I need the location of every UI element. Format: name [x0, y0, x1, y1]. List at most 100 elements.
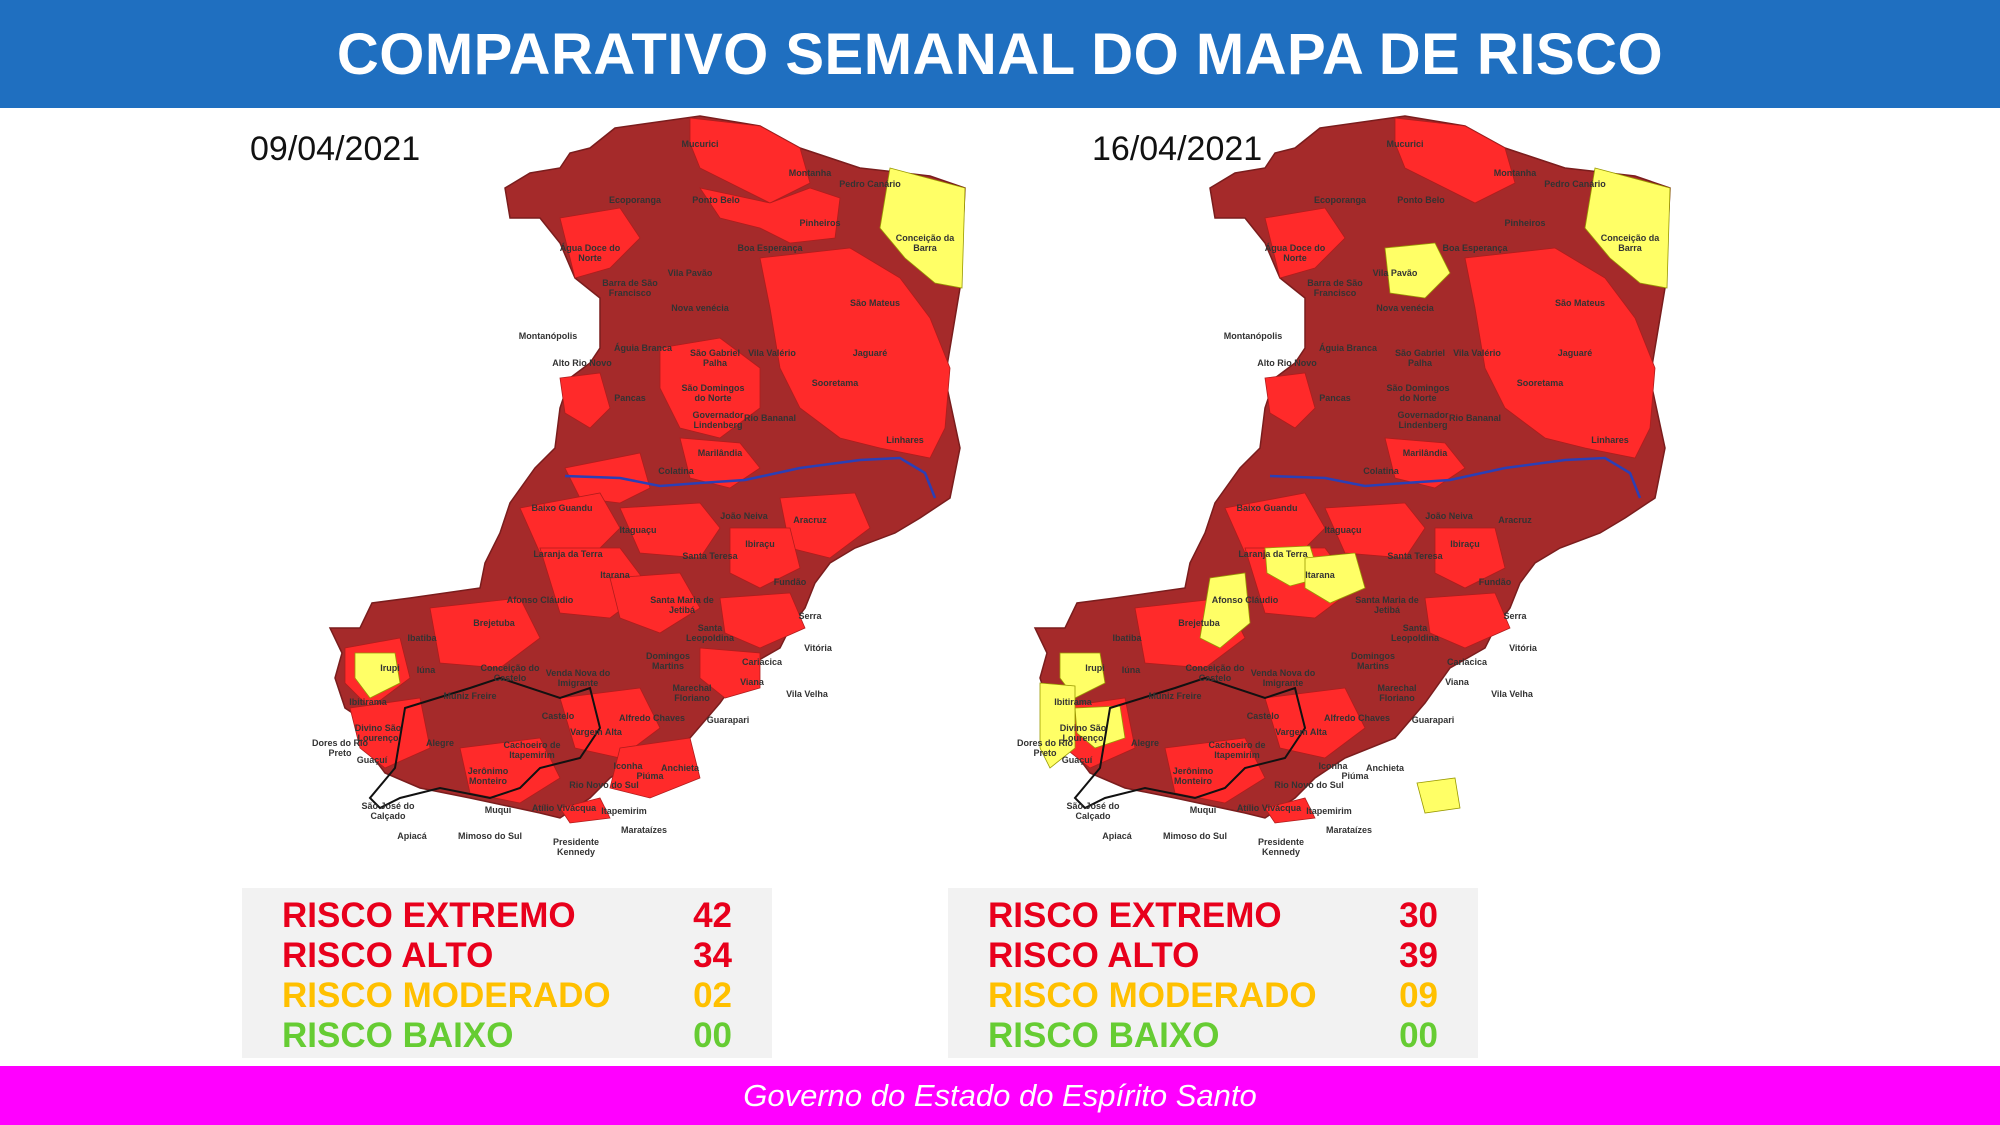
municipality-label: Presidente Kennedy — [1257, 837, 1305, 857]
municipality-label: Pancas — [614, 393, 646, 403]
region-risco-moderado — [354, 652, 401, 699]
municipality-label: Montanópolis — [1223, 331, 1283, 341]
municipality-label: Viana — [740, 677, 764, 687]
municipality-label: Santa Leopoldina — [686, 623, 734, 643]
region-risco-alto — [559, 372, 611, 429]
header-bar: COMPARATIVO SEMANAL DO MAPA DE RISCO — [0, 0, 2000, 108]
municipality-label: Cachoeiro de Itapemirim — [503, 740, 561, 760]
legend-value: 34 — [693, 936, 732, 975]
municipality-label: Montanha — [788, 168, 832, 178]
municipality-label: Cariacica — [1446, 657, 1488, 667]
legend-label: RISCO ALTO — [988, 936, 1200, 975]
region-risco-alto — [1384, 437, 1466, 489]
municipality-label: Vila Valério — [1453, 348, 1501, 358]
municipality-label: Irupi — [380, 663, 400, 673]
risk-map — [328, 115, 966, 824]
legend-risco-moderado: RISCO MODERADO 02 — [282, 976, 752, 1016]
map-panel-0409: 09/04/2021 Mucurici Montanha Pedro Canário… — [0, 108, 1000, 1066]
municipality-label: Marilândia — [697, 448, 743, 458]
legend-risco-moderado: RISCO MODERADO 09 — [988, 976, 1458, 1016]
municipality-label: Piúma — [636, 771, 664, 781]
region-risco-alto — [679, 437, 761, 489]
municipality-label: São Domingos do Norte — [1386, 383, 1450, 403]
region-risco-moderado — [1039, 682, 1076, 769]
municipality-label: Pinheiros — [799, 218, 841, 228]
legend-value: 02 — [693, 976, 732, 1015]
municipality-label: Santa Teresa — [682, 551, 738, 561]
legend-value: 30 — [1399, 896, 1438, 935]
region-risco-alto — [1164, 737, 1266, 804]
region-risco-alto — [1464, 247, 1656, 459]
map-date: 16/04/2021 — [1092, 130, 1263, 168]
legend-risco-baixo: RISCO BAIXO 00 — [988, 1016, 1458, 1056]
municipality-label: Afonso Cláudio — [506, 595, 574, 605]
municipality-label: Mucurici — [1386, 139, 1424, 149]
municipality-label: Nova venécia — [671, 303, 729, 313]
municipality-label: Ibitirama — [1054, 697, 1092, 707]
region-risco-moderado — [1584, 167, 1671, 289]
legend-risco-alto: RISCO ALTO 34 — [282, 936, 752, 976]
region-risco-alto — [1224, 492, 1326, 559]
municipality-label: Brejetuba — [1178, 618, 1220, 628]
municipality-label: Governador Lindenberg — [692, 410, 744, 430]
municipality-label: Ponto Belo — [692, 195, 740, 205]
municipality-label: João Neiva — [1425, 511, 1473, 521]
municipality-label: São Gabriel Palha — [1394, 348, 1446, 368]
municipality-label: Anchieta — [1365, 763, 1404, 773]
municipality-label: Brejetuba — [473, 618, 515, 628]
municipality-label: Guaçuí — [356, 755, 388, 765]
municipality-label: Boa Esperança — [1442, 243, 1508, 253]
municipality-label: Ibitirama — [349, 697, 387, 707]
region-risco-moderado — [1384, 242, 1451, 299]
municipality-label: Rio Novo do Sul — [569, 780, 639, 790]
legend-label: RISCO BAIXO — [988, 1016, 1220, 1055]
municipality-label: Cariacica — [741, 657, 783, 667]
municipality-label: São Gabriel Palha — [689, 348, 741, 368]
municipality-label: Atílio Vivácqua — [1236, 803, 1302, 813]
municipality-label: Marilândia — [1402, 448, 1448, 458]
municipality-label: Guaçuí — [1061, 755, 1093, 765]
municipality-label: Atílio Vivácqua — [531, 803, 597, 813]
municipality-label: Muqui — [484, 805, 512, 815]
municipality-label: Colatina — [1363, 466, 1399, 476]
region-risco-alto — [349, 697, 431, 769]
municipality-label: Itapemirim — [601, 806, 647, 816]
municipality-label: Mimoso do Sul — [458, 831, 522, 841]
municipality-label: Vila Pavão — [1372, 268, 1418, 278]
municipality-label: Nova venécia — [1376, 303, 1434, 313]
legend-label: RISCO MODERADO — [282, 976, 611, 1015]
municipality-label: São José do Calçado — [361, 801, 415, 821]
municipality-label: Pancas — [1319, 393, 1351, 403]
region-risco-alto — [519, 492, 621, 559]
municipality-label: Alegre — [1130, 738, 1159, 748]
river-doce — [564, 456, 937, 499]
municipality-label: Água Doce do Norte — [559, 243, 621, 263]
municipality-label: Jaguaré — [852, 348, 888, 358]
municipality-label: Laranja da Terra — [1238, 549, 1308, 559]
municipality-label: Irupi — [1085, 663, 1105, 673]
legend-risco-extremo: RISCO EXTREMO 30 — [988, 896, 1458, 936]
municipality-label: Itarana — [1305, 570, 1335, 580]
municipality-label: Dores do Rio Preto — [1016, 738, 1073, 758]
legend-label: RISCO EXTREMO — [988, 896, 1282, 935]
municipality-label: São Domingos do Norte — [681, 383, 745, 403]
municipality-label: Marechal Floriano — [1377, 683, 1417, 703]
region-risco-alto — [1434, 527, 1506, 589]
municipality-label: João Neiva — [720, 511, 768, 521]
municipality-label: Laranja da Terra — [533, 549, 603, 559]
municipality-label: Apiacá — [1102, 831, 1132, 841]
legend-risco-baixo: RISCO BAIXO 00 — [282, 1016, 752, 1056]
municipality-label: Ibiraçu — [1450, 539, 1480, 549]
region-risco-alto — [1264, 797, 1316, 824]
map-panel-1604: 16/04/2021 Mucurici Montanha Pedro Canário… — [948, 108, 2000, 1066]
municipality-label: Iúna — [416, 665, 436, 675]
region-risco-alto — [429, 597, 541, 669]
municipality-label: Vila Valério — [748, 348, 796, 358]
municipality-label: Presidente Kennedy — [552, 837, 600, 857]
municipality-label: Ecoporanga — [1313, 195, 1366, 205]
region-risco-alto — [1424, 592, 1511, 649]
municipality-label: Pinheiros — [1504, 218, 1546, 228]
legend-value: 09 — [1399, 976, 1438, 1015]
region-risco-alto — [1264, 372, 1316, 429]
municipality-label: Vitória — [1509, 643, 1537, 653]
